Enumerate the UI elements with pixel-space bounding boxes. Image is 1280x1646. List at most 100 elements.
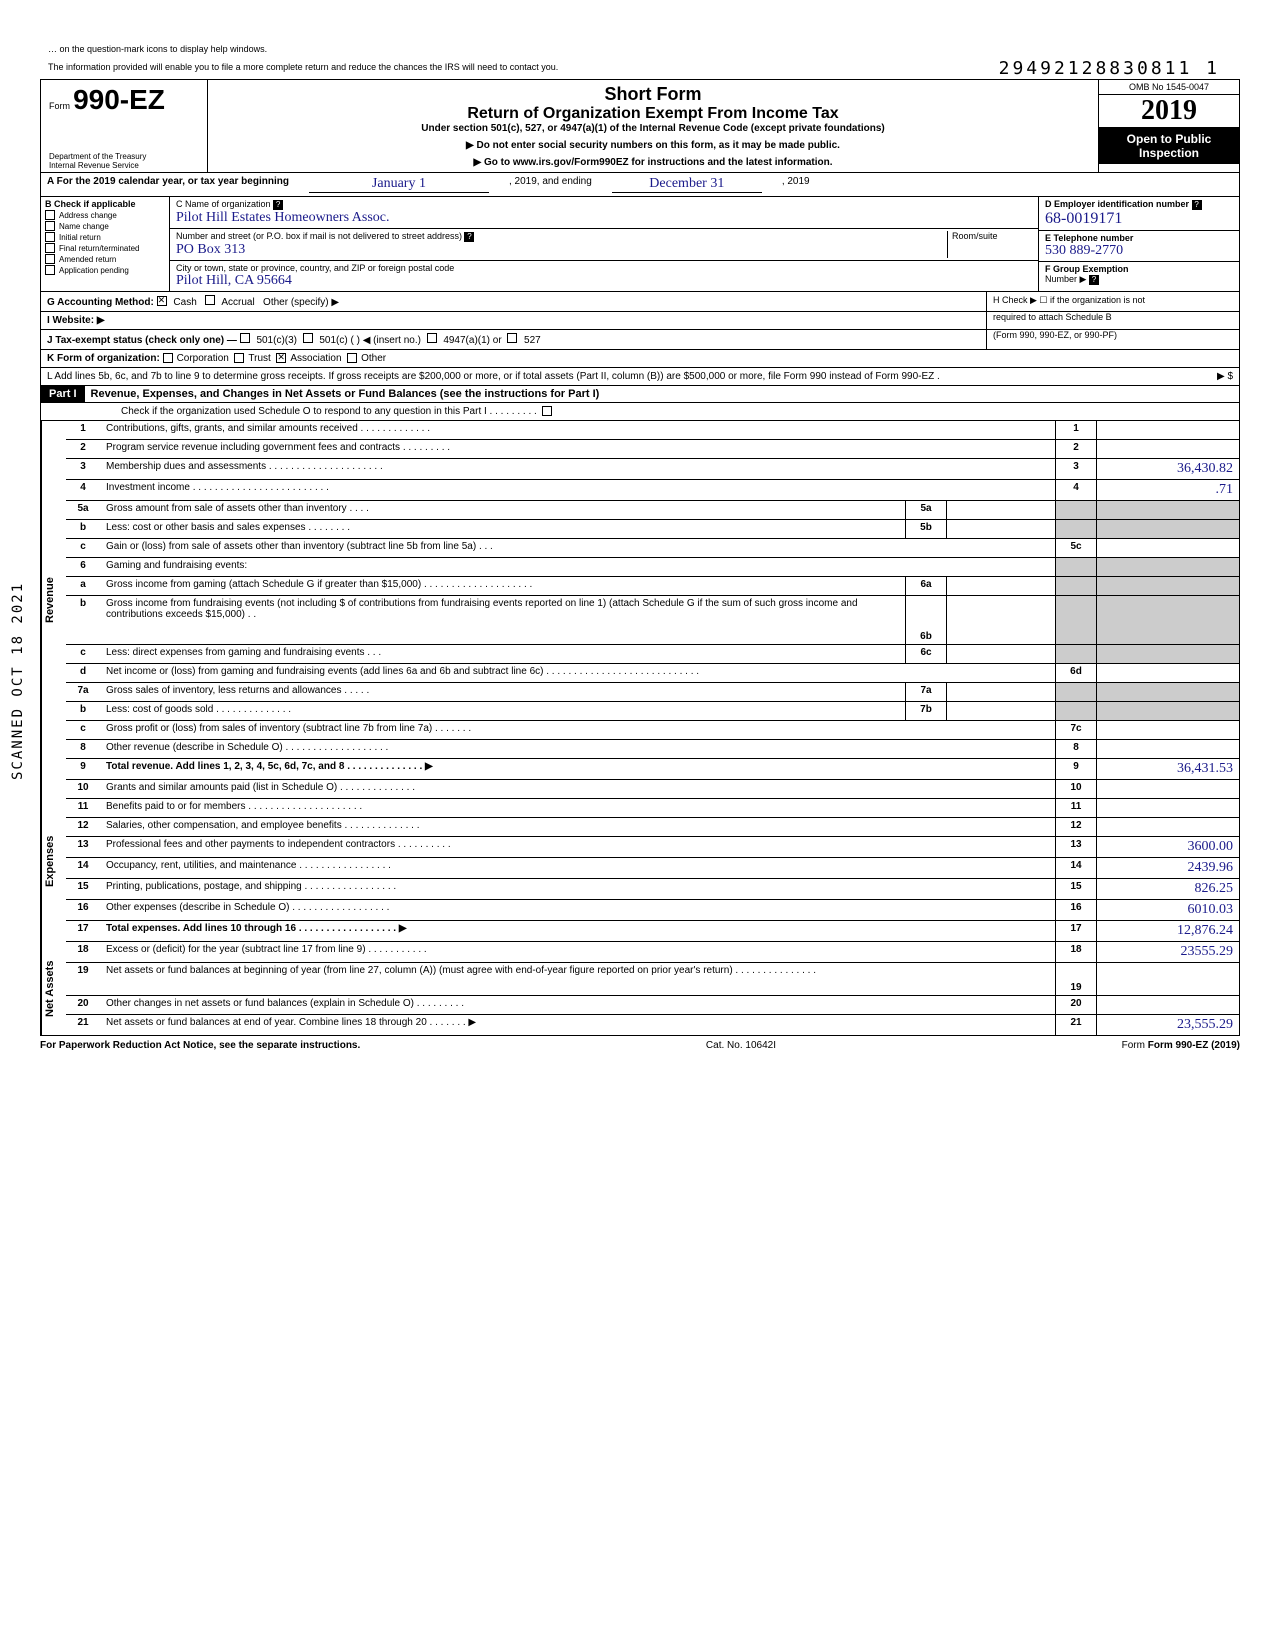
part-1-check: Check if the organization used Schedule … [41, 403, 1239, 421]
lv[interactable] [1097, 740, 1239, 758]
check-amended-return[interactable]: Amended return [45, 254, 165, 264]
ln: a [66, 577, 100, 595]
check-initial-return[interactable]: Initial return [45, 232, 165, 242]
liv[interactable] [947, 501, 1055, 519]
form-org-label: K Form of organization: [47, 353, 160, 364]
lt: Total expenses. Add lines 10 through 16 … [106, 923, 407, 934]
liv[interactable] [947, 577, 1055, 595]
lib: 7a [905, 683, 947, 701]
check-assoc[interactable] [276, 353, 286, 363]
section-k: K Form of organization: Corporation Trus… [41, 350, 1239, 368]
ln: 10 [66, 780, 100, 798]
check-527[interactable] [507, 333, 517, 343]
lv[interactable] [1097, 664, 1239, 682]
check-501c[interactable] [303, 333, 313, 343]
line-18: 18Excess or (deficit) for the year (subt… [66, 942, 1239, 963]
lv[interactable] [1097, 440, 1239, 458]
liv[interactable] [947, 645, 1055, 663]
line-8: 8Other revenue (describe in Schedule O) … [66, 740, 1239, 759]
lt: Gain or (loss) from sale of assets other… [100, 539, 1055, 557]
check-application-pending[interactable]: Application pending [45, 265, 165, 275]
line-5b: bLess: cost or other basis and sales exp… [66, 520, 1239, 539]
lt: Gross income from gaming (attach Schedul… [100, 577, 905, 595]
dept-treasury: Department of the Treasury [49, 152, 199, 161]
org-street[interactable]: PO Box 313 [176, 242, 245, 257]
lv[interactable]: 36,431.53 [1097, 759, 1239, 779]
lb: 3 [1055, 459, 1097, 479]
liv[interactable] [947, 520, 1055, 538]
lt: Contributions, gifts, grants, and simila… [100, 421, 1055, 439]
lv[interactable]: 2439.96 [1097, 858, 1239, 878]
year-end[interactable]: December 31 [612, 176, 762, 193]
opt-corp: Corporation [177, 353, 229, 364]
lv[interactable]: 23555.29 [1097, 942, 1239, 962]
ein-value[interactable]: 68-0019171 [1045, 210, 1122, 227]
lv[interactable]: .71 [1097, 480, 1239, 500]
check-schedule-o[interactable] [542, 406, 552, 416]
lv[interactable]: 12,876.24 [1097, 921, 1239, 941]
lb-shaded [1055, 501, 1097, 519]
lv[interactable] [1097, 780, 1239, 798]
opt-4947: 4947(a)(1) or [443, 335, 501, 346]
lb-shaded [1055, 645, 1097, 663]
lt: Membership dues and assessments . . . . … [100, 459, 1055, 479]
help-icon[interactable]: ? [1089, 275, 1099, 285]
liv[interactable] [947, 683, 1055, 701]
title-box: Short Form Return of Organization Exempt… [208, 80, 1099, 172]
expenses-vert-label: Expenses [41, 780, 66, 942]
form-prefix: Form [49, 101, 70, 111]
lv[interactable]: 6010.03 [1097, 900, 1239, 920]
lv[interactable]: 3600.00 [1097, 837, 1239, 857]
ln: 19 [66, 963, 100, 995]
check-label-0: Address change [59, 211, 117, 220]
phone-value[interactable]: 530 889-2770 [1045, 243, 1123, 258]
org-name[interactable]: Pilot Hill Estates Homeowners Assoc. [176, 210, 390, 225]
check-cash[interactable] [157, 296, 167, 306]
help-icon[interactable]: ? [1192, 200, 1202, 210]
lv[interactable] [1097, 539, 1239, 557]
check-name-change[interactable]: Name change [45, 221, 165, 231]
lv-shaded [1097, 596, 1239, 644]
ln: 15 [66, 879, 100, 899]
website-label: I Website: ▶ [47, 315, 105, 326]
lv[interactable]: 23,555.29 [1097, 1015, 1239, 1035]
help-icon[interactable]: ? [464, 232, 474, 242]
dept-box: Department of the Treasury Internal Reve… [41, 150, 208, 172]
year-begin[interactable]: January 1 [309, 176, 489, 193]
ln: 5a [66, 501, 100, 519]
check-trust[interactable] [234, 353, 244, 363]
check-accrual[interactable] [205, 295, 215, 305]
check-final-return[interactable]: Final return/terminated [45, 243, 165, 253]
lv[interactable] [1097, 799, 1239, 817]
lv[interactable] [1097, 721, 1239, 739]
ln: 6 [66, 558, 100, 576]
lv[interactable] [1097, 996, 1239, 1014]
liv[interactable] [947, 596, 1055, 644]
liv[interactable] [947, 702, 1055, 720]
lib: 6a [905, 577, 947, 595]
lv[interactable]: 826.25 [1097, 879, 1239, 899]
lv[interactable]: 36,430.82 [1097, 459, 1239, 479]
check-other-org[interactable] [347, 353, 357, 363]
name-label: C Name of organization [176, 199, 271, 209]
help-icon[interactable]: ? [273, 200, 283, 210]
check-corp[interactable] [163, 353, 173, 363]
footer: For Paperwork Reduction Act Notice, see … [40, 1036, 1240, 1055]
ln: 17 [66, 921, 100, 941]
section-l-arrow: ▶ $ [1093, 371, 1233, 382]
line-6c: cLess: direct expenses from gaming and f… [66, 645, 1239, 664]
lb: 5c [1055, 539, 1097, 557]
org-city[interactable]: Pilot Hill, CA 95664 [176, 273, 292, 288]
section-h-2: required to attach Schedule B [993, 312, 1233, 322]
lb: 16 [1055, 900, 1097, 920]
lv-shaded [1097, 558, 1239, 576]
line-2: 2Program service revenue including gover… [66, 440, 1239, 459]
lv[interactable] [1097, 963, 1239, 995]
check-4947[interactable] [427, 333, 437, 343]
check-501c3[interactable] [240, 333, 250, 343]
check-address-change[interactable]: Address change [45, 210, 165, 220]
section-a-endyear: , 2019 [782, 176, 810, 193]
ln: 7a [66, 683, 100, 701]
lv[interactable] [1097, 421, 1239, 439]
lv[interactable] [1097, 818, 1239, 836]
